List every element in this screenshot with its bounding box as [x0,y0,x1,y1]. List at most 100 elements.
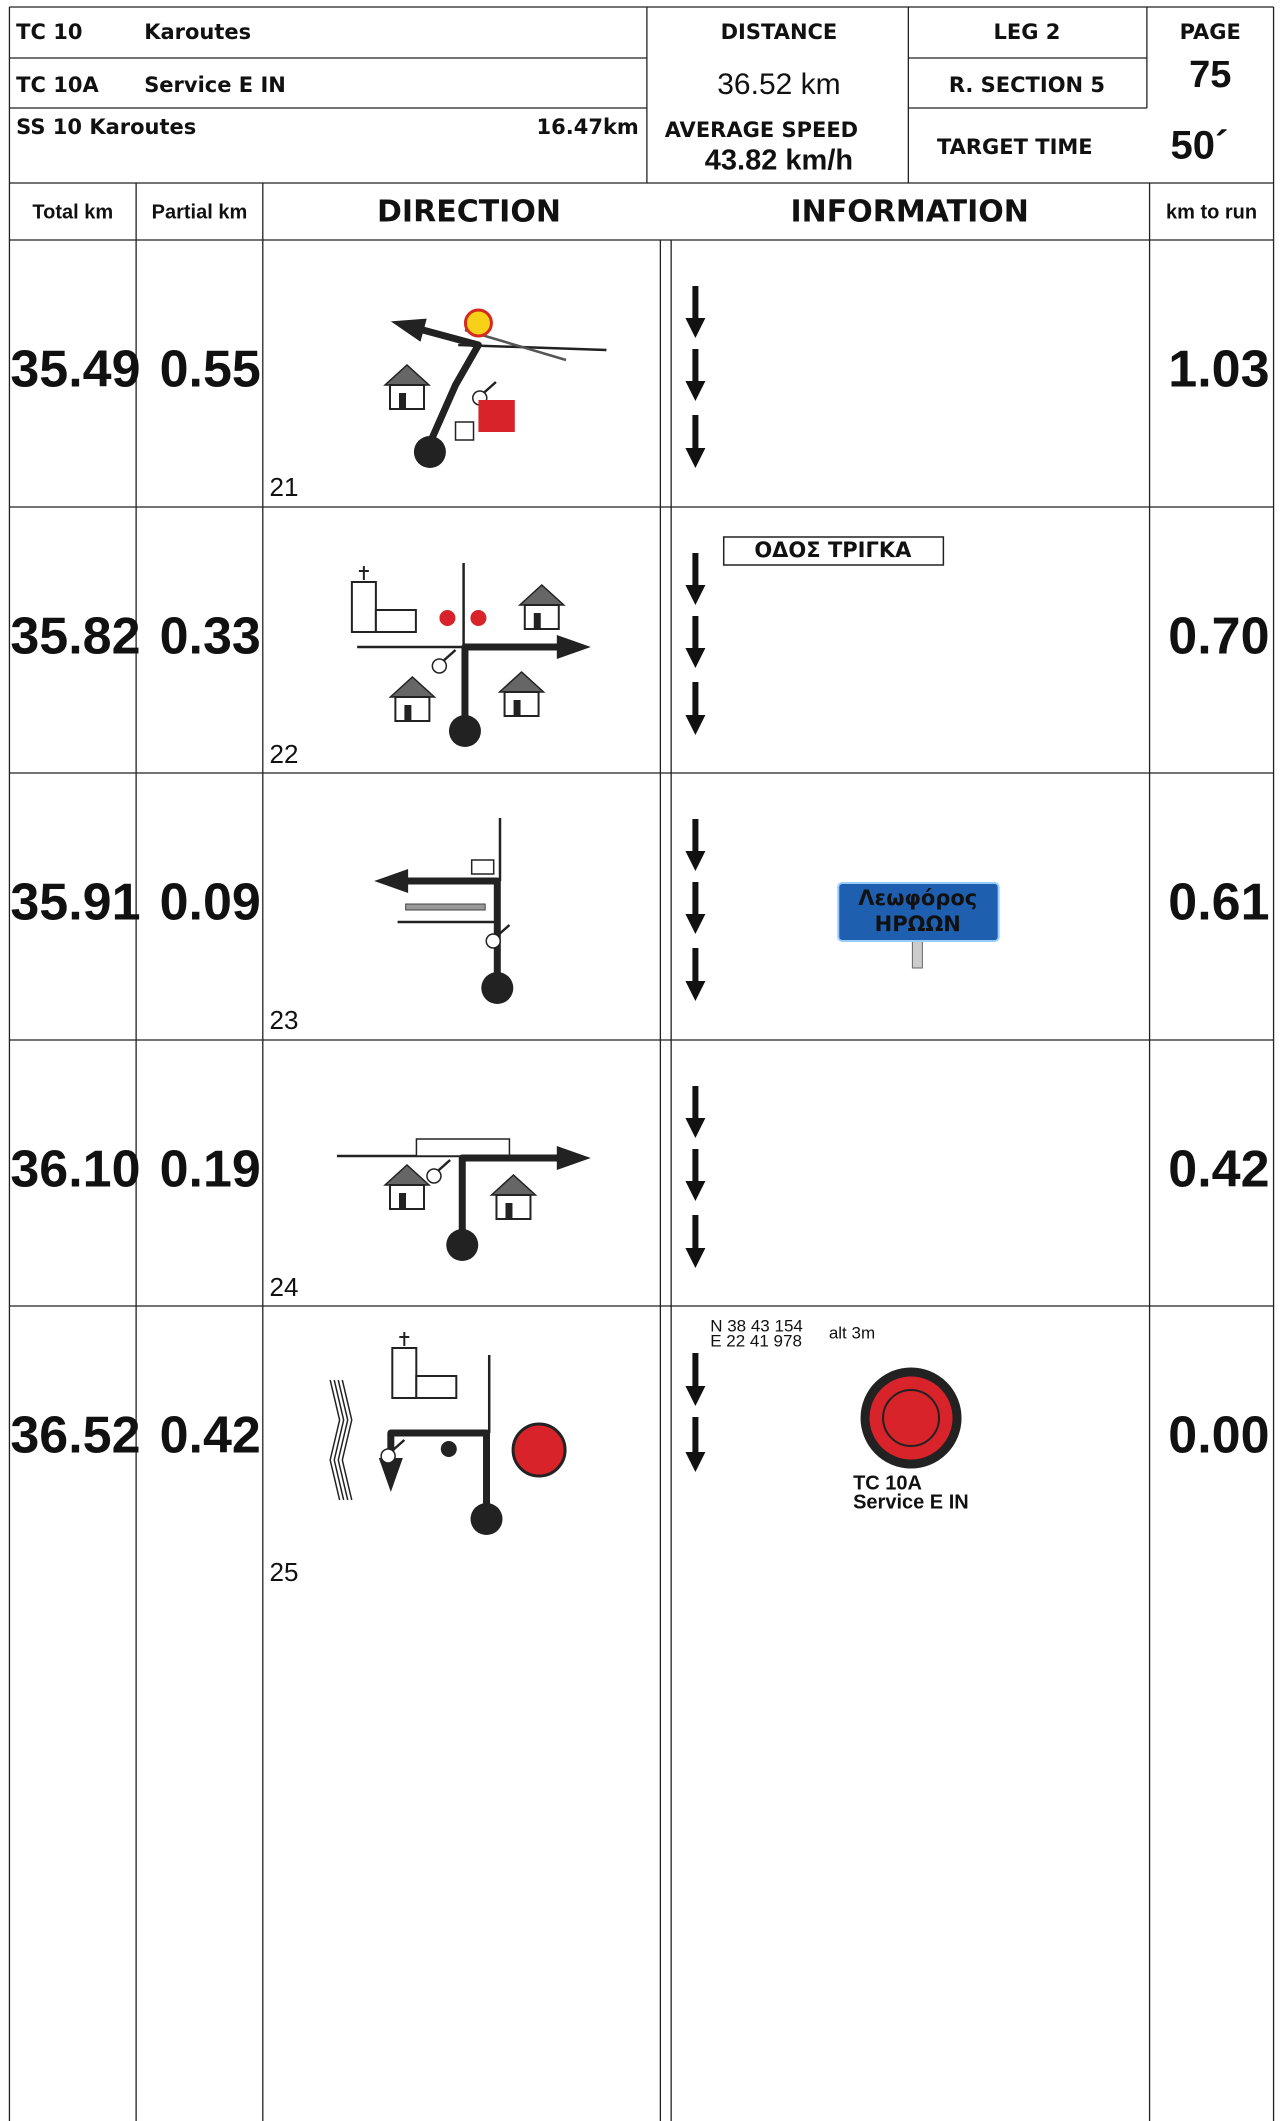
label: Service E IN [144,73,286,97]
road [458,1154,577,1235]
start-dot [413,436,446,468]
box-number: 25 [270,1557,299,1587]
church [350,581,377,633]
partial-km: 0.55 [160,341,261,399]
label: 16.47km [537,115,639,139]
km-to-run: 0.42 [1168,1141,1269,1199]
column-header: INFORMATION [791,195,1029,230]
altitude: alt 3m [829,1323,875,1342]
label: DISTANCE [721,20,838,44]
bar-mark [405,903,486,911]
house [503,691,540,717]
road [481,381,497,395]
label: 50´ [1171,124,1229,168]
label: PAGE [1180,20,1241,44]
road [435,1159,451,1173]
road [333,1379,345,1501]
km-to-run: 0.70 [1168,608,1269,666]
info-arrow-head [685,1181,706,1201]
marker [426,1168,442,1184]
column-header: Partial km [152,201,248,223]
eko-logo [478,400,515,432]
house [389,1184,426,1210]
blue-sign-text: Λεωφόρος [858,886,977,910]
road [387,1429,491,1505]
start-dot [470,1503,503,1535]
info-arrow [692,1215,699,1250]
house-roof [517,583,566,606]
info-arrow [692,349,699,383]
info-arrow-head [685,318,706,338]
box-number: 21 [270,472,299,502]
house [394,696,431,722]
info-arrow-head [685,1452,706,1472]
label: SS 10 Karoutes [16,115,196,139]
church-nave [415,1375,458,1399]
house-roof [497,670,546,693]
label: TARGET TIME [937,135,1093,159]
tc-label: Service E IN [853,1491,969,1513]
church [391,1347,418,1399]
road [337,1379,349,1501]
signboard [470,859,495,875]
label: Karoutes [144,20,251,44]
no-entry [439,610,456,626]
arrow-head [556,635,591,659]
bridge [415,1138,511,1157]
info-arrow [692,1086,699,1120]
info-arrow-head [685,851,706,871]
info-arrow-head [685,648,706,668]
blue-sign [837,882,1000,942]
road [458,343,607,352]
arrow-head [374,869,409,893]
arrow-head [390,318,427,342]
marker [431,658,448,674]
box-number: 22 [270,739,299,769]
sign-pole [911,937,923,969]
road [441,649,457,663]
coordinates: N 38 43 154 [710,1316,803,1335]
label: R. SECTION 5 [949,73,1105,97]
road [403,321,482,442]
house-door [399,1193,407,1209]
road [329,1379,341,1501]
partial-km: 0.19 [160,1141,261,1199]
start-dot [481,972,514,1004]
road [388,877,501,977]
house [523,604,560,630]
info-arrow [692,1417,699,1454]
tc-icon-ring [882,1389,941,1447]
start-dot [446,1229,479,1261]
house-door [505,1203,513,1219]
label: TC 10 [16,20,82,44]
house-roof [383,1163,431,1186]
marker [485,933,502,949]
info-arrow [692,1149,699,1183]
house-door [533,613,541,629]
marker [380,1448,396,1464]
street-sign-text: ΟΔΟΣ ΤΡΙΓΚΑ [754,538,912,562]
info-arrow-head [685,1118,706,1138]
total-km: 35.82 [10,608,140,666]
street-sign [722,536,945,566]
house-roof [383,363,431,386]
info-arrow-head [685,585,706,605]
partial-km: 0.42 [160,1407,261,1465]
road [495,924,511,938]
road [341,1379,353,1501]
house [389,384,426,410]
info-arrow [692,286,699,320]
tc-icon [511,1422,567,1478]
house-door [404,705,412,721]
no-entry [470,610,487,626]
total-km: 35.91 [10,874,140,932]
km-to-run: 1.03 [1168,341,1269,399]
label: 36.52 km [717,68,840,101]
info-arrow-head [685,914,706,934]
info-arrow-head [685,381,706,401]
house-door [513,700,521,716]
label: AVERAGE SPEED [665,118,858,142]
box-number: 24 [270,1272,299,1302]
